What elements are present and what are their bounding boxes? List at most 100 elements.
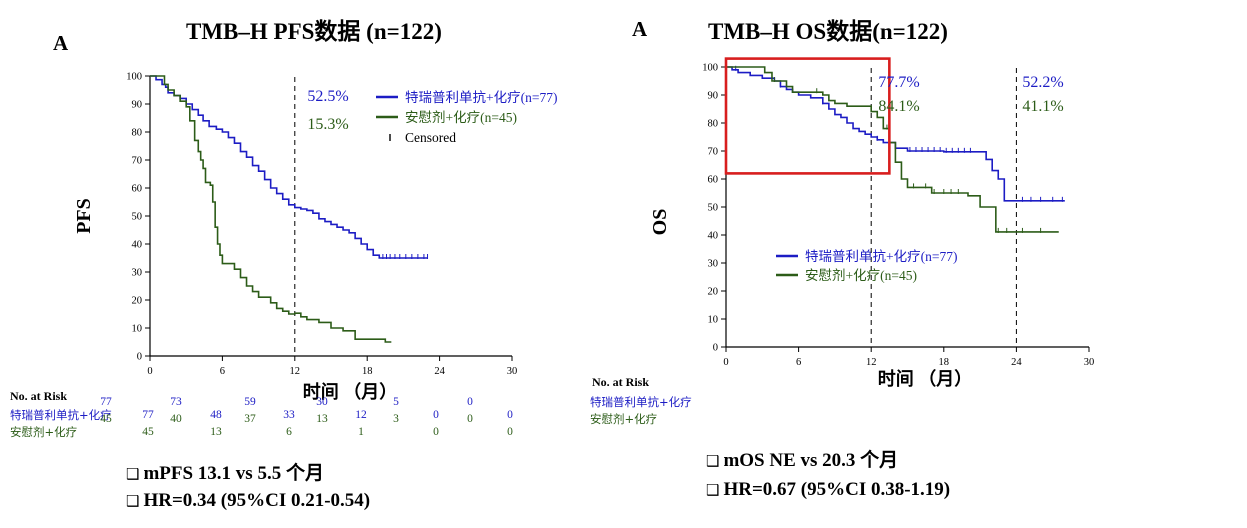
y-tick-label: 60 (708, 175, 719, 186)
y-axis-title: OS (649, 209, 671, 236)
risk-count: 5 (393, 396, 399, 408)
median-summary: ❑ mPFS 13.1 vs 5.5 个月 (126, 458, 324, 485)
risk-count: 6 (286, 426, 292, 438)
x-axis-title: 时间 （月） (878, 369, 973, 389)
y-tick-label: 70 (708, 147, 719, 158)
y-tick-label: 70 (132, 156, 143, 167)
legend-label: Censored (405, 130, 456, 145)
x-tick-label: 30 (1084, 357, 1095, 368)
y-tick-label: 10 (132, 324, 143, 335)
y-tick-label: 30 (708, 259, 719, 270)
x-tick-label: 24 (1011, 357, 1022, 368)
hazard-ratio-text: HR=0.67 (95%CI 0.38-1.19) (723, 479, 951, 500)
risk-row-label: 特瑞普利单抗+化疗 (590, 395, 692, 409)
risk-count: 40 (170, 413, 182, 425)
x-tick-label: 6 (796, 357, 801, 368)
risk-count: 45 (100, 413, 112, 425)
y-tick-label: 80 (132, 128, 143, 139)
y-tick-label: 80 (708, 119, 719, 130)
risk-count: 73 (170, 396, 182, 408)
risk-count: 77 (142, 409, 154, 421)
km-curve-control (150, 75, 392, 343)
y-tick-label: 100 (126, 72, 142, 83)
hazard-ratio-summary: ❑ HR=0.67 (95%CI 0.38-1.19) (706, 479, 950, 501)
x-tick-label: 12 (866, 357, 877, 368)
legend-label: 安慰剂+化疗(n=45) (405, 109, 517, 125)
highlight-box (724, 57, 891, 175)
x-tick-label: 0 (147, 366, 152, 377)
y-tick-label: 30 (132, 268, 143, 279)
checkbox-bullet-icon: ❑ (126, 492, 140, 510)
y-axis-title: PFS (73, 198, 95, 234)
survival-rate-label: 52.2% (1022, 74, 1063, 91)
legend-label: 特瑞普利单抗+化疗(n=77) (805, 249, 957, 264)
y-tick-label: 0 (137, 352, 142, 363)
y-tick-label: 50 (132, 212, 143, 223)
survival-rate-label: 15.3% (307, 116, 348, 133)
risk-count: 13 (316, 413, 328, 425)
panel-letter: A (53, 31, 69, 55)
survival-rate-label: 52.5% (307, 88, 348, 105)
hazard-ratio-text: HR=0.34 (95%CI 0.21-0.54) (143, 490, 371, 511)
hazard-ratio-summary: ❑ HR=0.34 (95%CI 0.21-0.54) (126, 490, 370, 512)
median-summary-text: mPFS 13.1 vs 5.5 个月 (143, 463, 324, 484)
x-tick-label: 0 (723, 357, 728, 368)
pfs-chart: 0 10 20 30 40 50 60 70 80 90 100 0 6 12 18 24 30 时间 （月） P… (73, 72, 557, 403)
y-tick-label: 10 (708, 315, 719, 326)
risk-count: 12 (355, 409, 367, 421)
x-tick-label: 18 (362, 366, 373, 377)
x-tick-label: 18 (939, 357, 950, 368)
risk-row-label: 特瑞普利单抗+化疗 (10, 408, 112, 422)
risk-count: 0 (433, 409, 439, 421)
x-axis-title: 时间 （月） (303, 382, 398, 402)
x-tick-label: 24 (434, 366, 445, 377)
y-tick-label: 90 (132, 100, 143, 111)
y-tick-label: 60 (132, 184, 143, 195)
y-tick-label: 50 (708, 203, 719, 214)
risk-count: 0 (507, 426, 513, 438)
chart-title: TMB–H OS数据(n=122) (708, 19, 948, 44)
risk-count: 48 (210, 409, 222, 421)
x-tick-label: 6 (220, 366, 225, 377)
risk-count: 1 (358, 426, 364, 438)
median-summary: ❑ mOS NE vs 20.3 个月 (706, 445, 898, 472)
survival-rate-label: 77.7% (878, 74, 919, 91)
risk-row-label: 安慰剂+化疗 (590, 412, 658, 426)
risk-count: 30 (316, 396, 328, 408)
risk-count: 77 (100, 396, 112, 408)
risk-table-header: No. at Risk (592, 375, 650, 389)
survival-rate-label: 41.1% (1022, 98, 1063, 115)
legend-label: 安慰剂+化疗(n=45) (805, 267, 917, 283)
risk-count: 0 (467, 396, 473, 408)
risk-count: 0 (433, 426, 439, 438)
median-summary-text: mOS NE vs 20.3 个月 (723, 450, 899, 471)
risk-count: 45 (142, 426, 154, 438)
risk-table-header: No. at Risk (10, 389, 68, 403)
km-curve-control (726, 66, 1059, 233)
risk-count: 59 (244, 396, 256, 408)
risk-count: 0 (507, 409, 513, 421)
checkbox-bullet-icon: ❑ (706, 481, 720, 499)
risk-count: 3 (393, 413, 399, 425)
panel-letter: A (632, 17, 648, 41)
survival-rate-label: 84.1% (878, 98, 919, 115)
x-tick-label: 30 (507, 366, 518, 377)
os-chart: 0 10 20 30 40 50 60 70 80 90 100 0 6 12 18 24 30 时间 （月） O… (649, 57, 1095, 389)
y-tick-label: 20 (708, 287, 719, 298)
legend-label: 特瑞普利单抗+化疗(n=77) (405, 90, 557, 105)
risk-count: 33 (283, 409, 295, 421)
y-tick-label: 40 (132, 240, 143, 251)
km-curve-treatment (150, 75, 428, 259)
y-tick-label: 100 (702, 63, 718, 74)
y-tick-label: 90 (708, 91, 719, 102)
risk-count: 0 (467, 413, 473, 425)
risk-row-label: 安慰剂+化疗 (10, 425, 78, 439)
checkbox-bullet-icon: ❑ (706, 452, 720, 470)
x-tick-label: 12 (290, 366, 301, 377)
y-tick-label: 20 (132, 296, 143, 307)
chart-title: TMB–H PFS数据 (n=122) (186, 19, 442, 44)
risk-count: 13 (210, 426, 222, 438)
y-tick-label: 0 (713, 343, 718, 354)
checkbox-bullet-icon: ❑ (126, 465, 140, 483)
y-tick-label: 40 (708, 231, 719, 242)
